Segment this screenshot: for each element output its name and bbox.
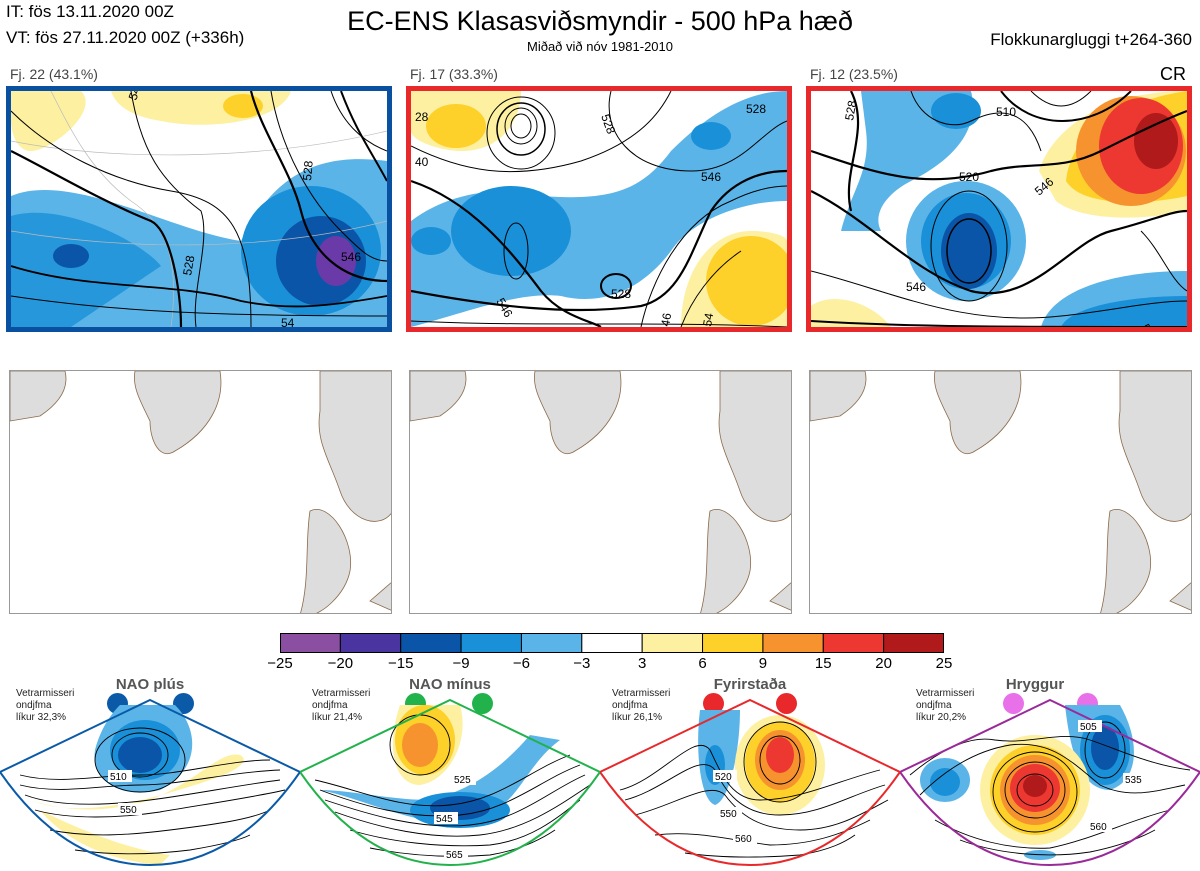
contour-label: 54 bbox=[281, 316, 295, 327]
regime-1-map: 510 550 bbox=[0, 698, 300, 867]
contour-label: 546 bbox=[906, 280, 926, 294]
init-time: IT: fös 13.11.2020 00Z bbox=[6, 2, 174, 21]
regime-4-note: Vetrarmisseri ondjfma líkur 20,2% bbox=[916, 688, 975, 723]
contour-label: 528 bbox=[611, 287, 631, 301]
clustering-window: Flokkunargluggi t+264-360 bbox=[990, 30, 1192, 49]
contour-label: 546 bbox=[126, 91, 146, 102]
valid-time: VT: fös 27.11.2020 00Z (+336h) bbox=[6, 28, 245, 47]
control-run-tag: CR bbox=[1160, 64, 1186, 84]
regime-3-dot bbox=[703, 693, 724, 714]
colorbar-cell bbox=[762, 633, 824, 653]
colorbar-tick: 25 bbox=[935, 655, 953, 672]
contour-label: 546 bbox=[341, 250, 361, 264]
cluster-3-map: 528 510 520 546 546 546 bbox=[806, 86, 1192, 332]
regime-3-note: Vetrarmisseri ondjfma líkur 26,1% bbox=[612, 688, 671, 723]
contour-label: 54 bbox=[700, 312, 716, 327]
colorbar-cell bbox=[400, 633, 462, 653]
cluster-1-label: Fj. 22 (43.1%) bbox=[10, 66, 98, 82]
regime-4-map: 505 535 560 bbox=[900, 698, 1200, 867]
page-subtitle: Miðað við nóv 1981-2010 bbox=[527, 39, 673, 54]
contour-label: 528 bbox=[598, 112, 618, 136]
colorbar-tick: 3 bbox=[638, 655, 647, 672]
contour-label: 565 bbox=[446, 850, 463, 861]
regime-2-dot bbox=[472, 693, 493, 714]
contour-label: 528 bbox=[300, 160, 316, 181]
contour-label: 40 bbox=[415, 155, 429, 169]
colorbar-cell bbox=[280, 633, 341, 653]
contour-label: 520 bbox=[959, 170, 979, 184]
cluster-2-label: Fj. 17 (33.3%) bbox=[410, 66, 498, 82]
contour-label: 545 bbox=[436, 814, 453, 825]
colorbar-tick: 20 bbox=[875, 655, 892, 672]
colorbar-tick: −6 bbox=[512, 655, 531, 672]
cluster-1-map: 528 528 546 546 54 bbox=[6, 86, 392, 332]
colorbar-tick: 6 bbox=[698, 655, 707, 672]
colorbar-tick: 9 bbox=[758, 655, 768, 672]
colorbar-tick: −25 bbox=[267, 655, 293, 672]
contour-label: 560 bbox=[1090, 822, 1107, 833]
contour-label: 525 bbox=[454, 775, 471, 786]
colorbar-tick: −15 bbox=[387, 655, 414, 672]
regime-2-map: 525 545 565 bbox=[300, 698, 600, 867]
colorbar-cell bbox=[822, 633, 885, 653]
regime-1-note: Vetrarmisseri ondjfma líkur 32,3% bbox=[16, 688, 75, 723]
regime-3-dot bbox=[776, 693, 797, 714]
contour-label: 546 bbox=[1138, 322, 1160, 328]
cluster-3-label: Fj. 12 (23.5%) bbox=[810, 66, 898, 82]
contour-label: 550 bbox=[120, 805, 137, 816]
empty-map-2 bbox=[409, 370, 792, 614]
colorbar bbox=[280, 633, 944, 653]
contour-label: 46 bbox=[658, 312, 674, 327]
colorbar-cell bbox=[339, 633, 402, 653]
contour-label: 528 bbox=[842, 99, 859, 121]
colorbar-cell bbox=[520, 633, 583, 653]
regime-4-title: Hryggur bbox=[1005, 676, 1065, 693]
colorbar-cell bbox=[702, 633, 764, 653]
contour-label: 546 bbox=[701, 170, 721, 184]
contour-label: 520 bbox=[715, 772, 732, 783]
colorbar-tick: 15 bbox=[814, 655, 832, 672]
colorbar-cell bbox=[883, 633, 944, 653]
contour-label: 528 bbox=[180, 254, 197, 276]
empty-map-1 bbox=[9, 370, 392, 614]
contour-label: 528 bbox=[746, 102, 766, 116]
contour-label: 550 bbox=[720, 809, 737, 820]
contour-label: 28 bbox=[415, 110, 429, 124]
regime-2-title: NAO mínus bbox=[409, 676, 491, 693]
colorbar-tick: −20 bbox=[327, 655, 354, 672]
colorbar-cell bbox=[641, 633, 704, 653]
cluster-2-map: 28 40 528 528 546 546 528 46 54 bbox=[406, 86, 792, 332]
contour-label: 505 bbox=[1080, 722, 1097, 733]
contour-label: 510 bbox=[110, 772, 127, 783]
contour-label: 560 bbox=[735, 834, 752, 845]
colorbar-tick: −3 bbox=[573, 655, 591, 672]
regime-3-title: Fyrirstaða bbox=[713, 676, 787, 693]
colorbar-cell bbox=[581, 633, 643, 653]
regime-1-title: NAO plús bbox=[115, 676, 185, 693]
empty-map-3 bbox=[809, 370, 1192, 614]
contour-label: 535 bbox=[1125, 775, 1142, 786]
regime-3-map: 520 550 560 bbox=[600, 698, 900, 867]
regime-2-note: Vetrarmisseri ondjfma líkur 21,4% bbox=[312, 688, 371, 723]
colorbar-cell bbox=[460, 633, 522, 653]
contour-label: 510 bbox=[996, 105, 1016, 119]
page-title: EC-ENS Klasasviðsmyndir - 500 hPa hæð bbox=[347, 6, 853, 36]
regime-4-dot bbox=[1003, 693, 1024, 714]
colorbar-tick: −9 bbox=[452, 655, 470, 672]
